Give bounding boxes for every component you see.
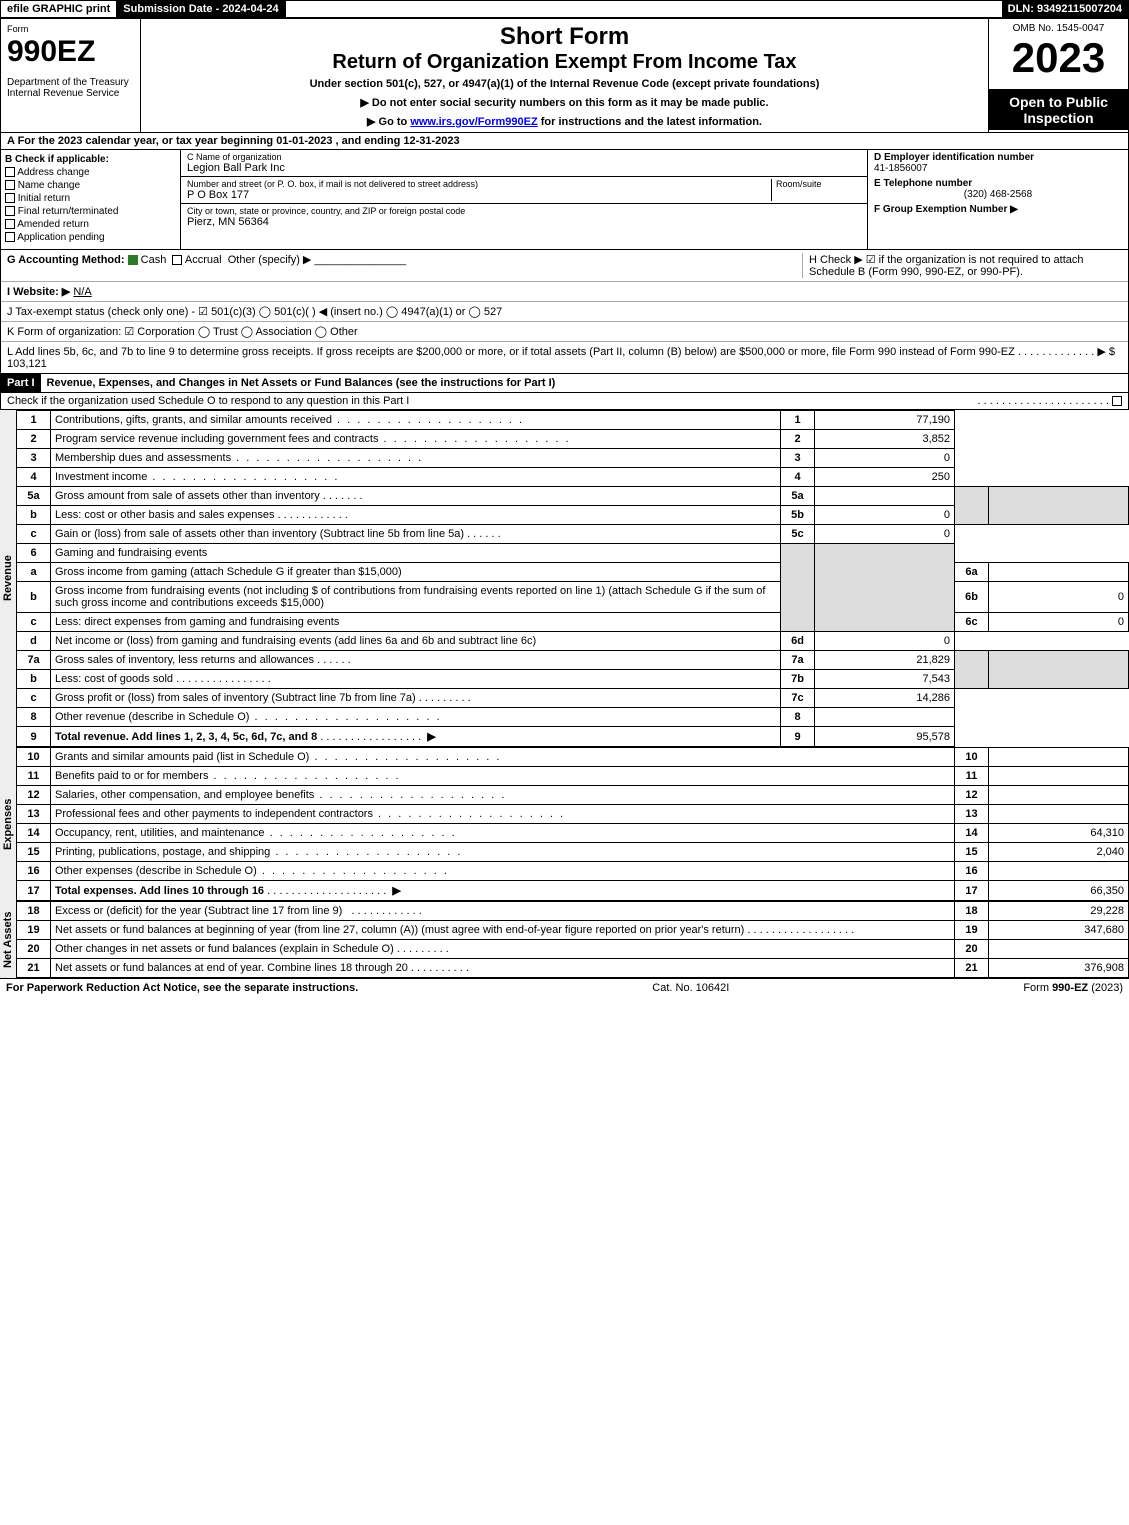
line-17: 17Total expenses. Add lines 10 through 1… <box>17 881 1129 901</box>
expenses-table: 10Grants and similar amounts paid (list … <box>16 747 1129 901</box>
line-15: 15Printing, publications, postage, and s… <box>17 843 1129 862</box>
line-7c: cGross profit or (loss) from sales of in… <box>17 689 1129 708</box>
info-grid: B Check if applicable: Address change Na… <box>0 150 1129 250</box>
section-a: A For the 2023 calendar year, or tax yea… <box>0 133 1129 150</box>
section-def: D Employer identification number 41-1856… <box>868 150 1128 249</box>
group-exemption-label: F Group Exemption Number ▶ <box>874 204 1122 215</box>
section-c: C Name of organization Legion Ball Park … <box>181 150 868 249</box>
chk-amended-return[interactable]: Amended return <box>5 219 176 230</box>
line-16: 16Other expenses (describe in Schedule O… <box>17 862 1129 881</box>
main-title: Return of Organization Exempt From Incom… <box>147 51 982 74</box>
page-footer: For Paperwork Reduction Act Notice, see … <box>0 978 1129 997</box>
section-j: J Tax-exempt status (check only one) - ☑… <box>1 302 1128 322</box>
line-5a: 5aGross amount from sale of assets other… <box>17 487 1129 506</box>
irs-link[interactable]: www.irs.gov/Form990EZ <box>410 116 537 128</box>
line-13: 13Professional fees and other payments t… <box>17 805 1129 824</box>
phone-value: (320) 468-2568 <box>874 189 1122 200</box>
section-g: G Accounting Method: Cash Accrual Other … <box>7 253 802 278</box>
line-14: 14Occupancy, rent, utilities, and mainte… <box>17 824 1129 843</box>
mid-rows: G Accounting Method: Cash Accrual Other … <box>0 250 1129 374</box>
footer-formid: Form 990-EZ (2023) <box>1023 982 1123 994</box>
line-6c: cLess: direct expenses from gaming and f… <box>17 613 1129 632</box>
line-11: 11Benefits paid to or for members11 <box>17 767 1129 786</box>
netassets-table: 18Excess or (deficit) for the year (Subt… <box>16 901 1129 978</box>
line-5c: cGain or (loss) from sale of assets othe… <box>17 525 1129 544</box>
line-10: 10Grants and similar amounts paid (list … <box>17 748 1129 767</box>
room-label: Room/suite <box>776 179 861 189</box>
part1-check-row: Check if the organization used Schedule … <box>0 393 1129 410</box>
line-2: 2Program service revenue including gover… <box>17 430 1129 449</box>
short-form-title: Short Form <box>147 23 982 51</box>
line-20: 20Other changes in net assets or fund ba… <box>17 940 1129 959</box>
part1-title: Revenue, Expenses, and Changes in Net As… <box>41 374 562 392</box>
city-label: City or town, state or province, country… <box>187 206 861 216</box>
part1-badge: Part I <box>1 374 41 392</box>
chk-cash[interactable] <box>128 255 138 265</box>
line-4: 4Investment income4250 <box>17 468 1129 487</box>
line-7a: 7aGross sales of inventory, less returns… <box>17 651 1129 670</box>
submission-date: Submission Date - 2024-04-24 <box>117 1 285 17</box>
org-name-label: C Name of organization <box>187 152 861 162</box>
line-21: 21Net assets or fund balances at end of … <box>17 959 1129 978</box>
footer-left: For Paperwork Reduction Act Notice, see … <box>6 982 358 994</box>
section-i: I Website: ▶ N/A <box>1 282 1128 302</box>
chk-address-change[interactable]: Address change <box>5 167 176 178</box>
chk-final-return[interactable]: Final return/terminated <box>5 206 176 217</box>
footer-catno: Cat. No. 10642I <box>652 982 729 994</box>
line-6: 6Gaming and fundraising events <box>17 544 1129 563</box>
line-6a: aGross income from gaming (attach Schedu… <box>17 563 1129 582</box>
top-bar: efile GRAPHIC print Submission Date - 20… <box>0 0 1129 18</box>
org-name: Legion Ball Park Inc <box>187 162 861 174</box>
website-value: N/A <box>73 286 91 298</box>
part1-header-row: Part I Revenue, Expenses, and Changes in… <box>0 374 1129 393</box>
dept-label: Department of the Treasury Internal Reve… <box>7 77 134 99</box>
chk-initial-return[interactable]: Initial return <box>5 193 176 204</box>
expenses-label: Expenses <box>0 747 16 901</box>
omb-number: OMB No. 1545-0047 <box>995 23 1122 34</box>
b-header: B Check if applicable: <box>5 154 109 165</box>
ein-value: 41-1856007 <box>874 163 1122 174</box>
chk-name-change[interactable]: Name change <box>5 180 176 191</box>
line-12: 12Salaries, other compensation, and empl… <box>17 786 1129 805</box>
form-header: Form 990EZ Department of the Treasury In… <box>0 18 1129 133</box>
form-number: 990EZ <box>7 35 134 69</box>
netassets-label: Net Assets <box>0 901 16 978</box>
line-19: 19Net assets or fund balances at beginni… <box>17 921 1129 940</box>
line-9: 9Total revenue. Add lines 1, 2, 3, 4, 5c… <box>17 727 1129 747</box>
instr-link-row: ▶ Go to www.irs.gov/Form990EZ for instru… <box>147 115 982 128</box>
subtitle: Under section 501(c), 527, or 4947(a)(1)… <box>147 78 982 90</box>
efile-label[interactable]: efile GRAPHIC print <box>1 1 117 17</box>
line-6d: dNet income or (loss) from gaming and fu… <box>17 632 1129 651</box>
org-city: Pierz, MN 56364 <box>187 216 861 228</box>
instr-ssn: ▶ Do not enter social security numbers o… <box>147 96 982 109</box>
line-6b: bGross income from fundraising events (n… <box>17 582 1129 613</box>
tax-year: 2023 <box>995 34 1122 82</box>
schedule-o-check[interactable] <box>1112 396 1122 406</box>
revenue-table: 1Contributions, gifts, grants, and simil… <box>16 410 1129 747</box>
form-word: Form <box>7 24 28 34</box>
addr-label: Number and street (or P. O. box, if mail… <box>187 179 771 189</box>
section-l: L Add lines 5b, 6c, and 7b to line 9 to … <box>1 342 1128 373</box>
org-address: P O Box 177 <box>187 189 771 201</box>
chk-accrual[interactable] <box>172 255 182 265</box>
line-1: 1Contributions, gifts, grants, and simil… <box>17 411 1129 430</box>
line-8: 8Other revenue (describe in Schedule O)8 <box>17 708 1129 727</box>
chk-application-pending[interactable]: Application pending <box>5 232 176 243</box>
line-18: 18Excess or (deficit) for the year (Subt… <box>17 902 1129 921</box>
revenue-label: Revenue <box>0 410 16 747</box>
section-b: B Check if applicable: Address change Na… <box>1 150 181 249</box>
ein-label: D Employer identification number <box>874 152 1122 163</box>
dln-label: DLN: 93492115007204 <box>1002 1 1128 17</box>
line-3: 3Membership dues and assessments30 <box>17 449 1129 468</box>
open-inspection: Open to Public Inspection <box>989 90 1128 130</box>
section-h: H Check ▶ ☑ if the organization is not r… <box>802 253 1122 278</box>
phone-label: E Telephone number <box>874 178 1122 189</box>
section-k: K Form of organization: ☑ Corporation ◯ … <box>1 322 1128 342</box>
